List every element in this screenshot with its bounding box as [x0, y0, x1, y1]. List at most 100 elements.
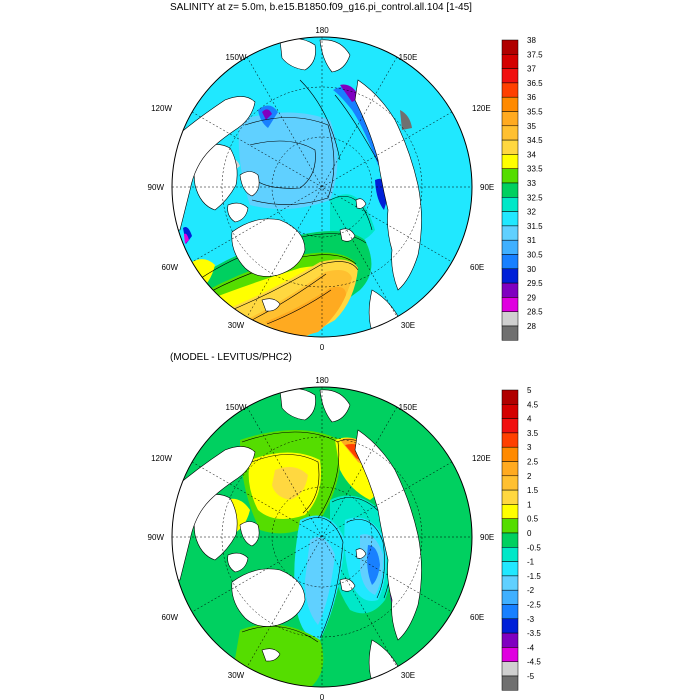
- colorbar-tick-label: 2: [527, 472, 532, 481]
- longitude-label: 150E: [399, 403, 418, 412]
- colorbar-tick-label: 31.5: [527, 222, 543, 231]
- greenland: [231, 568, 306, 627]
- diff-zone-central-inner: [305, 537, 335, 625]
- colorbar-tick-label: -2: [527, 586, 535, 595]
- colorbar-tick-label: 34.5: [527, 136, 543, 145]
- colorbar-tick-label: -1: [527, 558, 535, 567]
- salinity-zone-mackenzie-inner: [262, 109, 272, 120]
- colorbar-tick-label: 32: [527, 208, 536, 217]
- longitude-label: 30E: [401, 321, 415, 330]
- colorbar-swatch: [501, 82, 519, 98]
- map-boundary: [171, 386, 473, 688]
- colorbar-tick-label: -3.5: [527, 629, 541, 638]
- canadian-archipelago: [193, 494, 238, 561]
- colorbar-tick-label: 1.5: [527, 486, 539, 495]
- longitude-label: 180: [315, 376, 329, 385]
- colorbar-swatch: [501, 239, 519, 255]
- colorbar-swatch: [501, 446, 519, 462]
- colorbar-swatch: [501, 139, 519, 155]
- longitude-label: 150E: [399, 53, 418, 62]
- colorbar-swatch: [501, 632, 519, 648]
- colorbar-swatch: [501, 389, 519, 405]
- colorbar-swatch: [501, 418, 519, 434]
- colorbar-swatch: [501, 432, 519, 448]
- salinity-zone-31-5: [238, 112, 338, 209]
- longitude-label: 120W: [151, 104, 172, 113]
- longitude-label: 30W: [228, 671, 245, 680]
- colorbar-swatch: [501, 254, 519, 270]
- longitude-label: 90W: [148, 533, 165, 542]
- longitude-label: 180: [315, 26, 329, 35]
- longitude-label: 90E: [480, 183, 494, 192]
- island-2: [227, 552, 249, 573]
- colorbar-swatch: [501, 589, 519, 605]
- island-1: [239, 171, 260, 197]
- colorbar-swatch: [501, 561, 519, 577]
- colorbar-swatch: [501, 547, 519, 562]
- colorbar-swatch: [501, 211, 519, 227]
- salinity-zone-coastal-30: [340, 84, 360, 102]
- salinity-map: [171, 36, 473, 338]
- colorbar-tick-label: 35: [527, 122, 536, 131]
- colorbar-tick-label: 0.5: [527, 515, 539, 524]
- difference-map: [171, 386, 473, 688]
- colorbar-tick-label: 36: [527, 93, 536, 102]
- diff-zone-minus-2-5: [367, 545, 380, 585]
- colorbar-swatch: [501, 675, 519, 691]
- colorbar-tick-label: 3.5: [527, 429, 539, 438]
- colorbar-tick-label: 3: [527, 443, 532, 452]
- island-2: [227, 202, 249, 223]
- colorbar-swatch: [501, 54, 519, 69]
- colorbar-tick-label: 30: [527, 265, 536, 274]
- longitude-label: 30W: [228, 321, 245, 330]
- colorbar-swatch: [501, 461, 519, 477]
- salinity-zone-28: [400, 110, 412, 130]
- map-title-difference: (MODEL - LEVITUS/PHC2): [170, 352, 292, 363]
- salinity-zone-coastal-31: [333, 86, 385, 165]
- greenland: [231, 218, 306, 277]
- colorbar-tick-label: 29.5: [527, 279, 543, 288]
- colorbar-tick-label: 36.5: [527, 79, 543, 88]
- longitude-label: 60E: [470, 613, 484, 622]
- colorbar-tick-label: 2.5: [527, 458, 539, 467]
- longitude-label: 120E: [472, 104, 491, 113]
- colorbars: 3837.53736.53635.53534.53433.53332.53231…: [501, 36, 543, 691]
- longitude-labels: 180 150E 120E 90E 60E 30E 0 30W 60W 90W 120W 150W 18…: [148, 26, 495, 700]
- colorbar-swatch: [501, 154, 519, 169]
- colorbar-swatch: [501, 96, 519, 112]
- chukotka: [319, 389, 351, 423]
- colorbar-swatch: [501, 225, 519, 241]
- landmasses: [172, 388, 422, 687]
- colorbar-tick-label: -4.5: [527, 658, 541, 667]
- colorbar-swatch: [501, 575, 519, 591]
- colorbar-tick-label: 29: [527, 293, 536, 302]
- colorbar-tick-label: -3: [527, 615, 535, 624]
- iceland: [261, 648, 281, 662]
- colorbar-tick-label: 33.5: [527, 165, 543, 174]
- longitude-label: 90W: [148, 183, 165, 192]
- colorbar-tick-label: 1: [527, 500, 532, 509]
- longitude-label: 60W: [162, 613, 179, 622]
- colorbar-tick-label: -0.5: [527, 543, 541, 552]
- colorbar-tick-label: 34: [527, 150, 536, 159]
- longitude-label: 90E: [480, 533, 494, 542]
- colorbar-tick-label: 28.5: [527, 308, 543, 317]
- salinity-zone-hudson-inner: [184, 233, 189, 244]
- svalbard: [339, 228, 356, 242]
- landmasses: [172, 38, 422, 337]
- longitude-label: 120W: [151, 454, 172, 463]
- colorbar-swatch: [501, 475, 519, 491]
- canadian-archipelago: [193, 144, 238, 211]
- colorbar-tick-label: 31: [527, 236, 536, 245]
- longitude-label: 60E: [470, 263, 484, 272]
- colorbar-swatch: [501, 282, 519, 298]
- colorbar-tick-label: -2.5: [527, 601, 541, 610]
- diff-zone-1-5: [272, 466, 308, 500]
- colorbar-tick-label: 32.5: [527, 193, 543, 202]
- colorbar-swatch: [501, 111, 519, 127]
- colorbar-swatch: [501, 68, 519, 84]
- colorbar-tick-label: 33: [527, 179, 536, 188]
- colorbar-swatch: [501, 182, 519, 198]
- north-america: [172, 96, 256, 231]
